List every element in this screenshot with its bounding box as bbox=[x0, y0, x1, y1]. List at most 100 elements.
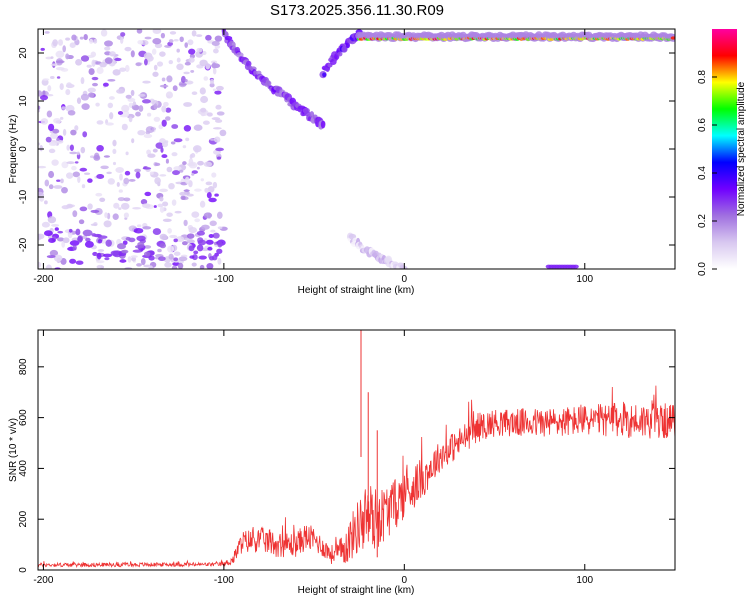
broadband-noise-region-mark bbox=[199, 264, 205, 269]
broadband-noise-region-mark bbox=[176, 57, 181, 63]
broadband-noise-region-mark bbox=[128, 116, 133, 123]
broadband-noise-region-mark bbox=[217, 257, 222, 265]
broadband-noise-region-mark bbox=[152, 38, 162, 45]
descending-chirp-arc-mark bbox=[266, 80, 272, 86]
broadband-noise-region-mark bbox=[200, 224, 210, 230]
broadband-noise-region-mark bbox=[138, 105, 144, 112]
broadband-noise-region-mark bbox=[66, 82, 73, 89]
broadband-noise-region-mark bbox=[119, 173, 123, 181]
snr-y-ticks: 0 200 400 600 800 bbox=[18, 358, 675, 573]
broadband-noise-region-mark bbox=[156, 61, 164, 67]
broadband-noise-region-mark bbox=[93, 155, 101, 161]
broadband-noise-region-mark bbox=[49, 142, 57, 147]
broadband-noise-region-mark bbox=[90, 209, 100, 213]
broadband-noise-region-mark bbox=[53, 117, 62, 124]
low-frequency-band-mark bbox=[159, 243, 167, 249]
broadband-noise-region-mark bbox=[66, 161, 75, 165]
broadband-noise-region-mark bbox=[107, 212, 111, 220]
broadband-noise-region-mark bbox=[123, 197, 131, 202]
broadband-noise-region-mark bbox=[164, 116, 171, 121]
broadband-noise-region-mark bbox=[193, 124, 203, 131]
broadband-noise-region-mark bbox=[62, 237, 70, 244]
broadband-noise-region-mark bbox=[74, 161, 79, 164]
colorbar-label: Normalized spectral amplitude bbox=[736, 81, 747, 216]
broadband-noise-region-mark bbox=[49, 249, 59, 257]
x-tick-label: -200 bbox=[33, 575, 53, 586]
broadband-noise-region-mark bbox=[75, 58, 83, 66]
broadband-noise-region-mark bbox=[119, 259, 127, 263]
low-frequency-band-mark bbox=[205, 239, 214, 245]
broadband-noise-region-mark bbox=[154, 162, 161, 167]
broadband-noise-region-mark bbox=[212, 181, 218, 189]
broadband-noise-region-mark bbox=[93, 39, 98, 44]
broadband-noise-region-mark bbox=[144, 191, 152, 197]
broadband-noise-region-mark bbox=[211, 172, 217, 178]
broadband-noise-region-mark bbox=[142, 203, 151, 209]
broadband-noise-region-mark bbox=[161, 141, 169, 148]
broadband-noise-region-mark bbox=[184, 176, 190, 184]
colorbar-tick-label: 0.6 bbox=[697, 118, 708, 132]
low-frequency-band-mark bbox=[196, 244, 204, 252]
broadband-noise-region-mark bbox=[65, 89, 71, 96]
broadband-noise-region-mark bbox=[202, 120, 210, 125]
broadband-noise-region-mark bbox=[46, 110, 53, 118]
broadband-noise-region-mark bbox=[168, 182, 175, 190]
broadband-noise-region-mark bbox=[216, 156, 222, 160]
broadband-noise-region-mark bbox=[200, 107, 207, 113]
broadband-noise-region-mark bbox=[190, 152, 196, 158]
broadband-noise-region-mark bbox=[173, 39, 179, 42]
y-tick-label: -10 bbox=[18, 189, 29, 204]
broadband-noise-region-mark bbox=[183, 189, 190, 192]
broadband-noise-region-mark bbox=[209, 83, 215, 88]
broadband-noise-region-mark bbox=[104, 212, 108, 218]
broadband-noise-region-mark bbox=[99, 197, 106, 202]
spectrogram-marks bbox=[38, 29, 675, 269]
broadband-noise-region-mark bbox=[162, 218, 172, 222]
broadband-noise-region-mark bbox=[40, 118, 49, 125]
broadband-noise-region-mark bbox=[125, 94, 132, 99]
low-frequency-band-mark bbox=[75, 228, 81, 236]
broadband-noise-region-mark bbox=[124, 64, 130, 73]
broadband-noise-region-mark bbox=[169, 234, 178, 239]
broadband-noise-region-mark bbox=[184, 61, 191, 66]
broadband-noise-region-mark bbox=[209, 78, 215, 85]
broadband-noise-region-mark bbox=[113, 202, 120, 209]
y-tick-label: 0 bbox=[18, 146, 29, 152]
broadband-noise-region-mark bbox=[112, 69, 121, 76]
colorbar-tick-label: 0.0 bbox=[697, 262, 708, 276]
broadband-noise-region-mark bbox=[123, 177, 130, 185]
broadband-noise-region-mark bbox=[191, 30, 197, 37]
broadband-noise-region-mark bbox=[87, 92, 95, 98]
low-frequency-band-mark bbox=[96, 252, 102, 260]
broadband-noise-region-mark bbox=[38, 261, 42, 268]
broadband-noise-region-mark bbox=[197, 160, 204, 166]
y-tick-label: 0 bbox=[18, 567, 29, 573]
broadband-noise-region-mark bbox=[42, 78, 50, 81]
broadband-noise-region-mark bbox=[212, 127, 222, 130]
broadband-noise-region-mark bbox=[175, 236, 185, 243]
broadband-noise-region-mark bbox=[104, 257, 110, 261]
broadband-noise-region-mark bbox=[219, 129, 227, 137]
broadband-noise-region-mark bbox=[108, 96, 115, 100]
broadband-noise-region-mark bbox=[159, 206, 165, 213]
broadband-noise-region-mark bbox=[178, 256, 188, 262]
broadband-noise-region-mark bbox=[38, 109, 41, 113]
broadband-noise-region-mark bbox=[89, 38, 94, 44]
broadband-noise-region-mark bbox=[147, 153, 156, 158]
broadband-noise-region-mark bbox=[56, 76, 61, 79]
descending-chirp-arc-mark bbox=[235, 52, 244, 58]
spectrogram-background bbox=[38, 29, 675, 269]
broadband-noise-region-mark bbox=[96, 174, 105, 179]
low-frequency-band-mark bbox=[192, 254, 198, 261]
broadband-noise-region-mark bbox=[119, 36, 124, 44]
broadband-noise-region-mark bbox=[210, 60, 218, 64]
broadband-noise-region-mark bbox=[76, 97, 82, 105]
broadband-noise-region-mark bbox=[179, 191, 188, 196]
broadband-noise-region-mark bbox=[71, 165, 77, 171]
broadband-noise-region-mark bbox=[54, 227, 59, 231]
broadband-noise-region-mark bbox=[103, 155, 111, 158]
broadband-noise-region-mark bbox=[161, 105, 167, 113]
broadband-noise-region-mark bbox=[203, 76, 209, 81]
broadband-noise-region-mark bbox=[209, 138, 216, 141]
broadband-noise-region-mark bbox=[114, 57, 122, 62]
